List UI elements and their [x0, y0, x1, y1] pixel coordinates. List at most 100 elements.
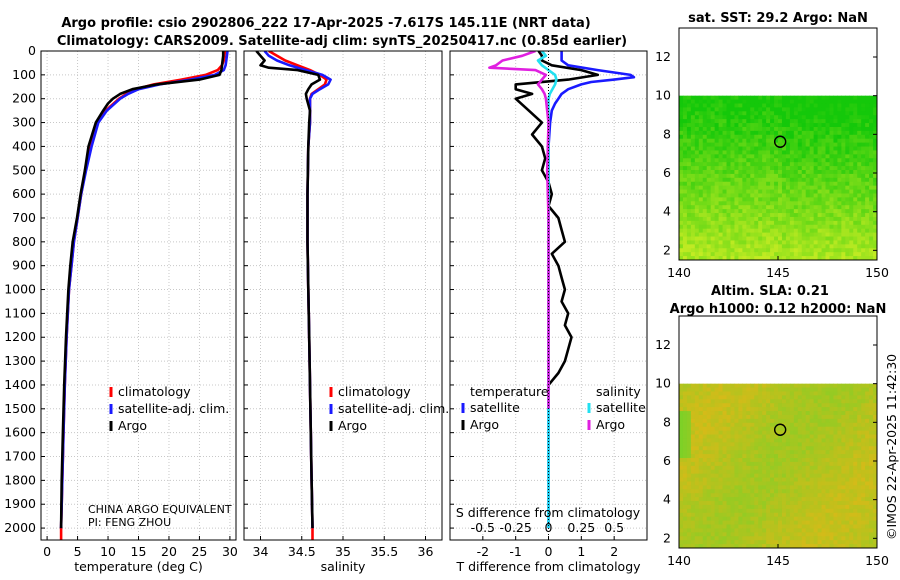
map-y-tick-label: 12	[655, 337, 671, 352]
y-tick-label: 200	[12, 91, 36, 106]
footnote-1: CHINA ARGO EQUIVALENT	[88, 503, 232, 516]
x-tick-label-difference: 1	[577, 544, 585, 559]
x-tick-label-difference: 0	[545, 544, 553, 559]
map-sla_map: 140 145 150 2 4 6 8 10 12	[655, 315, 889, 568]
y-tick-label: 1800	[4, 472, 36, 487]
map-y-tick-label: 2	[663, 530, 671, 545]
x-tick-label-temperature: 0	[43, 544, 51, 559]
legend-label-salinity: climatology	[338, 384, 411, 399]
y-tick-label: 1000	[4, 282, 36, 297]
imos-credit: ©IMOS 22-Apr-2025 11:42:30	[884, 354, 899, 540]
line-argo	[255, 51, 322, 529]
line-climatology	[268, 51, 328, 540]
s-tick-label: 0.5	[604, 520, 624, 535]
panel-difference: -2 -1 0 1 2T difference from climatology	[449, 50, 648, 574]
footnote-2: PI: FENG ZHOU	[88, 516, 171, 529]
s-tick-label: 0.25	[567, 520, 595, 535]
y-tick-label: 1900	[4, 496, 36, 511]
panel-frame	[449, 50, 648, 541]
x-tick-label-temperature: 20	[161, 544, 177, 559]
legend-title-temperature: temperature	[470, 384, 549, 399]
title-line-2: Climatology: CARS2009. Satellite-adj cli…	[57, 34, 627, 49]
x-tick-label-temperature: 15	[131, 544, 147, 559]
map-x-tick-label: 150	[865, 265, 889, 280]
x-tick-label-difference: -1	[509, 544, 521, 559]
legend-label-temperature: climatology	[118, 384, 191, 399]
map-frame	[678, 27, 878, 261]
legend-label-salinity: satellite-adj. clim.	[338, 401, 449, 416]
y-tick-label: 700	[12, 210, 36, 225]
y-tick-label: 100	[12, 67, 36, 82]
x-axis-label-salinity: salinity	[321, 559, 366, 574]
legend-title-salinity: salinity	[596, 384, 641, 399]
map-y-tick-label: 12	[655, 49, 671, 64]
legend-label-S: satellite	[596, 400, 646, 415]
legend-label-S: Argo	[596, 417, 625, 432]
map-y-tick-label: 2	[663, 242, 671, 257]
map-y-tick-label: 4	[663, 492, 671, 507]
panel-temperature: 0 5 10 15 20 25 30 temperature (deg C)	[40, 50, 238, 574]
map-cells	[679, 95, 877, 260]
x-tick-label-difference: 2	[610, 544, 618, 559]
x-tick-label-salinity: 34.5	[288, 544, 316, 559]
map-y-tick-label: 6	[663, 453, 671, 468]
y-tick-label: 1500	[4, 401, 36, 416]
sla-map-title-2: Argo h1000: 0.12 h2000: NaN	[670, 302, 887, 317]
s-tick-label: -0.5	[471, 520, 495, 535]
map-x-tick-label: 140	[667, 553, 691, 568]
float-marker	[773, 135, 787, 148]
y-tick-label: 1100	[4, 305, 36, 320]
legend-label-temperature: Argo	[118, 418, 147, 433]
series-group	[488, 51, 636, 529]
line-s-argo	[488, 51, 550, 409]
sla-map-title-1: Altim. SLA: 0.21	[711, 284, 829, 299]
x-axis-label-difference: T difference from climatology	[455, 559, 641, 574]
map-frame	[678, 315, 878, 549]
map-y-tick-label: 4	[663, 204, 671, 219]
y-tick-label: 1400	[4, 377, 36, 392]
map-x-tick-label: 140	[667, 265, 691, 280]
y-tick-label: 0	[28, 43, 36, 58]
x-tick-label-salinity: 35	[335, 544, 351, 559]
series-group	[59, 51, 229, 540]
map-x-tick-label: 150	[865, 553, 889, 568]
sst-map-title: sat. SST: 29.2 Argo: NaN	[688, 11, 868, 26]
y-tick-label: 500	[12, 162, 36, 177]
series-group	[255, 51, 332, 540]
y-tick-label: 600	[12, 186, 36, 201]
y-tick-label: 800	[12, 234, 36, 249]
y-tick-label: 1600	[4, 425, 36, 440]
map-y-tick-label: 6	[663, 165, 671, 180]
x-tick-label-salinity: 35.5	[370, 544, 398, 559]
legend-label-T: Argo	[470, 417, 499, 432]
x-tick-label-temperature: 25	[191, 544, 207, 559]
map-sst_map: 140 145 150 2 4 6 8 10 12	[655, 27, 889, 280]
y-tick-label: 1300	[4, 353, 36, 368]
line-argo	[59, 51, 225, 529]
map-y-tick-label: 10	[655, 376, 671, 391]
x-tick-label-difference: -2	[477, 544, 489, 559]
x-tick-label-temperature: 10	[100, 544, 116, 559]
y-tick-label: 2000	[4, 520, 36, 535]
y-tick-label: 1700	[4, 449, 36, 464]
x-axis-label-temperature: temperature (deg C)	[74, 559, 203, 574]
x-tick-label-temperature: 30	[222, 544, 238, 559]
y-tick-label: 400	[12, 138, 36, 153]
y-tick-label: 300	[12, 115, 36, 130]
panel-frame	[40, 50, 237, 541]
legend-label-T: satellite	[470, 400, 520, 415]
s-tick-label: 0	[545, 520, 553, 535]
legend-label-salinity: Argo	[338, 418, 367, 433]
s-axis-label: S difference from climatology	[456, 505, 641, 520]
map-cells	[679, 383, 877, 548]
legend-label-temperature: satellite-adj. clim.	[118, 401, 229, 416]
panel-salinity: 34 34.5 35 35.5 36 salinity	[243, 50, 443, 574]
panel-frame	[243, 50, 443, 541]
line-climatology	[59, 51, 227, 540]
s-tick-label: -0.25	[499, 520, 531, 535]
map-x-tick-label: 145	[766, 553, 790, 568]
map-y-tick-label: 10	[655, 88, 671, 103]
map-y-tick-label: 8	[663, 126, 671, 141]
float-marker	[773, 423, 787, 436]
